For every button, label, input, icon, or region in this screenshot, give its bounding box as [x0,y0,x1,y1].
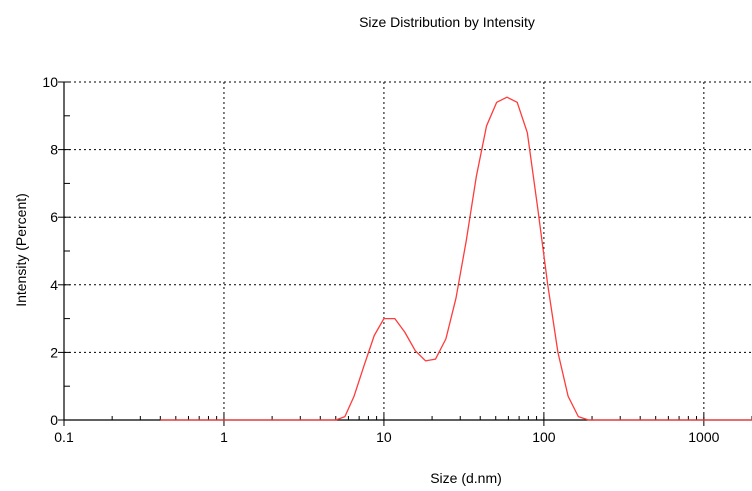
y-tick-label: 8 [50,142,58,158]
x-tick-label: 1 [220,429,228,445]
ticks: 0 2 4 6 8 10 0.1 1 10 100 1000 [42,74,752,445]
series-layer [160,96,752,421]
x-axis-label: Size (d.nm) [430,470,502,486]
x-tick-label: 0.1 [54,429,74,445]
y-tick-label: 4 [50,277,58,293]
y-tick-label: 10 [42,74,58,90]
x-tick-label: 100 [532,429,556,445]
x-tick-label: 1000 [688,429,719,445]
chart-title: Size Distribution by Intensity [359,14,535,30]
intensity-distribution-line [160,96,752,421]
y-axis-label: Intensity (Percent) [13,193,29,307]
y-tick-label: 6 [50,209,58,225]
x-tick-label: 10 [376,429,392,445]
axes [63,82,752,421]
y-tick-label: 2 [50,344,58,360]
y-tick-label: 0 [50,412,58,428]
grid [64,81,752,420]
